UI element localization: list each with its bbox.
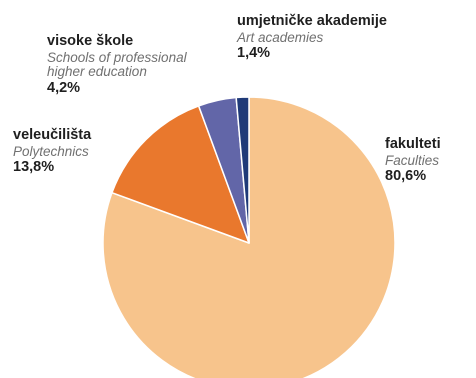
label-faculties-en: Faculties xyxy=(385,152,440,168)
label-faculties: fakulteti Faculties 80,6% xyxy=(385,137,441,184)
label-schools-value: 4,2% xyxy=(47,79,81,96)
label-art-value: 1,4% xyxy=(237,45,271,61)
label-schools-en-line1: Schools of professional xyxy=(47,49,187,65)
slice-art-academies xyxy=(235,96,250,244)
label-art-hr: umjetničke akademije xyxy=(237,13,387,29)
label-schools-hr: visoke škole xyxy=(47,33,134,49)
slice-faculties xyxy=(102,96,396,378)
label-art-en: Art academies xyxy=(237,29,324,45)
label-art-academies: umjetničke akademije Art academies 1,4% xyxy=(237,14,387,61)
label-schools-en-line2: higher education xyxy=(47,64,147,79)
label-faculties-value: 80,6% xyxy=(385,168,427,184)
slice-polytechnics xyxy=(111,105,250,244)
label-faculties-hr: fakulteti xyxy=(385,136,441,152)
label-polytechnics: veleučilišta Polytechnics 13,8% xyxy=(13,128,91,175)
label-polytechnics-hr: veleučilišta xyxy=(13,127,92,143)
label-polytechnics-en: Polytechnics xyxy=(13,143,89,159)
label-polytechnics-value: 13,8% xyxy=(13,159,55,175)
label-schools: visoke škole Schools of professional hig… xyxy=(47,34,187,95)
